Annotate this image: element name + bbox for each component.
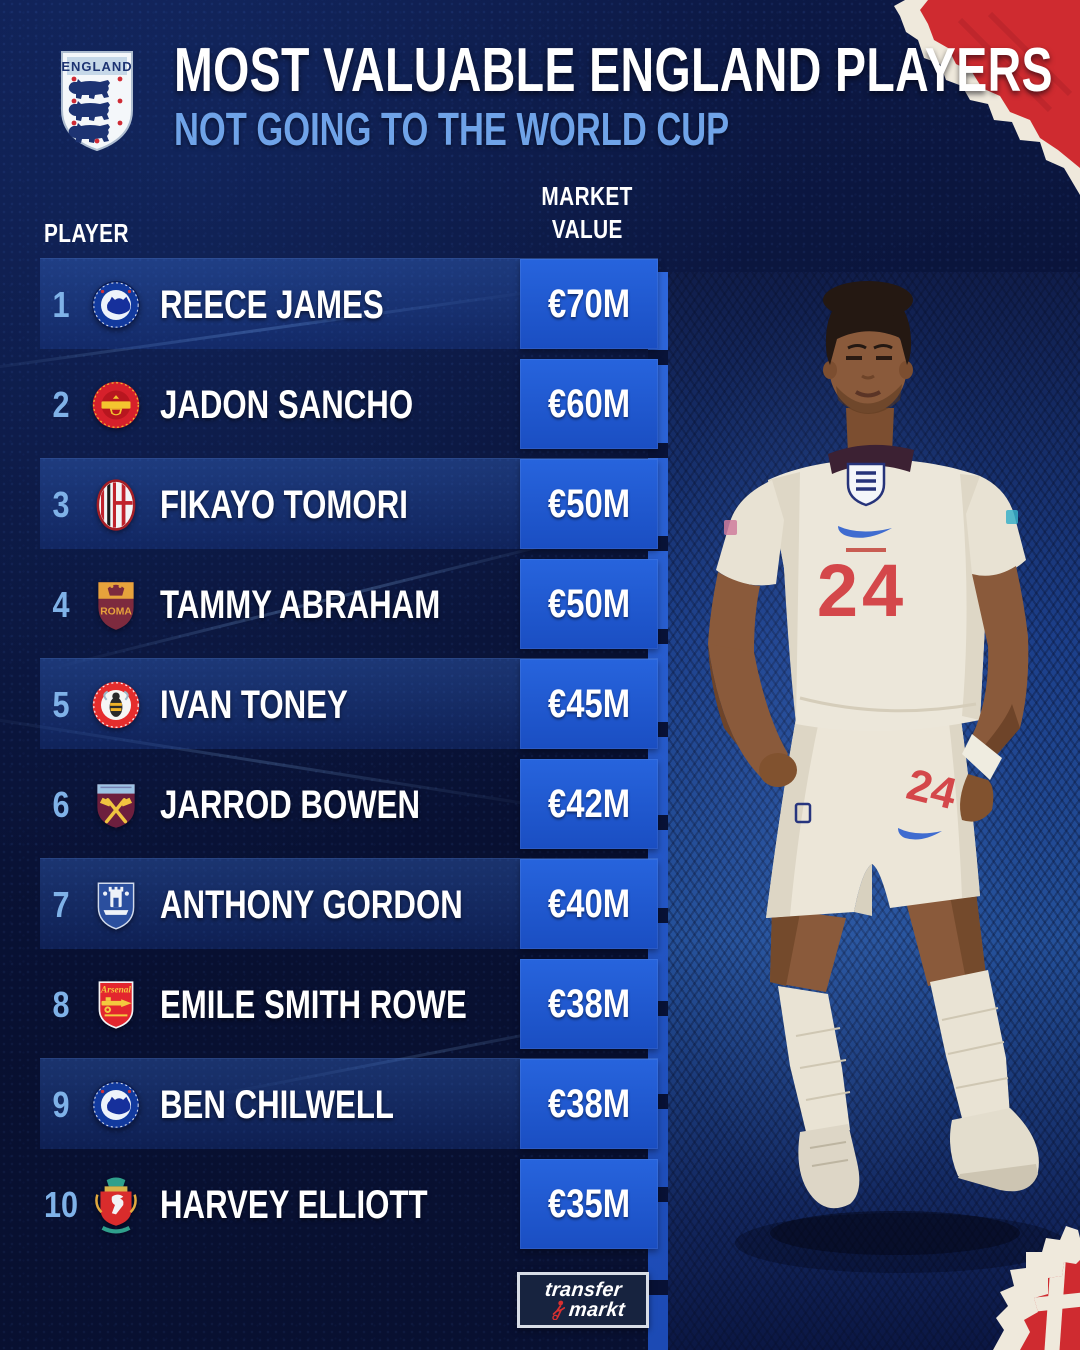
market-value-box: €42M [520, 759, 658, 849]
market-value: €38M [547, 981, 631, 1026]
market-value: €60M [547, 381, 631, 426]
market-value: €50M [547, 481, 631, 526]
market-value-box: €45M [520, 659, 658, 749]
club-badge-icon-arsenal: Arsenal [88, 955, 144, 1055]
table-row: 2 JADON SANCHO €60M [40, 355, 658, 455]
market-value-box: €60M [520, 359, 658, 449]
player-name: IVAN TONEY [160, 682, 348, 727]
market-value: €70M [547, 281, 631, 326]
player-name: JADON SANCHO [160, 382, 414, 427]
player-name: FIKAYO TOMORI [160, 482, 408, 527]
rank-label: 1 [52, 284, 70, 325]
table-row: 7 ANTHONY GORDON €40M [40, 855, 658, 955]
column-header-market-value: MARKET VALUE [541, 181, 634, 244]
rank-label: 4 [52, 584, 70, 625]
club-badge-icon-liverpool [88, 1155, 144, 1255]
table-row: 3 FIKAYO TOMORI €50M [40, 455, 658, 555]
market-value: €50M [547, 581, 631, 626]
club-badge-icon-chelsea [88, 255, 144, 355]
club-badge-icon-roma: ROMA [88, 555, 144, 655]
player-name: TAMMY ABRAHAM [160, 582, 441, 627]
rank-label: 6 [52, 784, 70, 825]
market-value-box: €35M [520, 1159, 658, 1249]
header-titles: MOST VALUABLE ENGLAND PLAYERS NOT GOING … [174, 36, 1080, 155]
market-value: €40M [547, 881, 631, 926]
rank-label: 7 [52, 884, 70, 925]
player-name: ANTHONY GORDON [160, 882, 463, 927]
transfermarkt-logo: transfer markt [517, 1272, 649, 1328]
table-row: 8 Arsenal EMILE SMITH ROWE €38M [40, 955, 658, 1055]
page-subtitle: NOT GOING TO THE WORLD CUP [174, 103, 730, 155]
table-row: 1 REECE JAMES €70M [40, 255, 658, 355]
table-row: 5 IVAN TONEY €45M [40, 655, 658, 755]
rank-label: 5 [52, 684, 70, 725]
market-value: €42M [547, 781, 631, 826]
transfermarkt-logo-line2: markt [567, 1299, 626, 1321]
column-header-player: PLAYER [44, 218, 129, 248]
crest-label: ENGLAND [61, 59, 132, 74]
player-name: HARVEY ELLIOTT [160, 1182, 428, 1227]
table-row: 9 BEN CHILWELL €38M [40, 1055, 658, 1155]
club-badge-icon-west-ham [88, 755, 144, 855]
club-badge-icon-brentford [88, 655, 144, 755]
svg-text:Arsenal: Arsenal [100, 986, 131, 996]
table-row: 4 ROMA TAMMY ABRAHAM €50M [40, 555, 658, 655]
svg-text:ROMA: ROMA [100, 606, 132, 617]
market-value-box: €40M [520, 859, 658, 949]
kicking-player-icon [551, 1300, 565, 1320]
market-value: €45M [547, 681, 631, 726]
market-value-box: €70M [520, 259, 658, 349]
photo-backdrop-panel [668, 272, 1080, 1350]
rank-label: 10 [43, 1184, 79, 1225]
player-name: BEN CHILWELL [160, 1082, 394, 1127]
page-title: MOST VALUABLE ENGLAND PLAYERS [174, 36, 1053, 105]
market-value: €35M [547, 1181, 631, 1226]
market-value-box: €38M [520, 959, 658, 1049]
table-row: 10 HARVEY ELLIOTT €35M [40, 1155, 658, 1255]
club-badge-icon-manchester-united [88, 355, 144, 455]
market-value-box: €50M [520, 459, 658, 549]
table-row: 6 JARROD BOWEN €42M [40, 755, 658, 855]
rank-label: 8 [52, 984, 70, 1025]
england-fa-crest-icon: ENGLAND [61, 51, 133, 152]
club-badge-icon-everton [88, 855, 144, 955]
market-value-box: €50M [520, 559, 658, 649]
player-name: REECE JAMES [160, 282, 384, 327]
rank-label: 2 [52, 384, 70, 425]
rank-label: 9 [52, 1084, 70, 1125]
table-rows: 1 REECE JAMES €70M 2 JADON SANCHO €60M 3 [40, 255, 658, 1255]
player-name: JARROD BOWEN [160, 782, 421, 827]
rank-label: 3 [52, 484, 70, 525]
market-value: €38M [547, 1081, 631, 1126]
market-value-box: €38M [520, 1059, 658, 1149]
player-name: EMILE SMITH ROWE [160, 982, 467, 1027]
club-badge-icon-ac-milan [88, 455, 144, 555]
club-badge-icon-chelsea [88, 1055, 144, 1155]
transfermarkt-logo-line1: transfer [543, 1279, 623, 1301]
